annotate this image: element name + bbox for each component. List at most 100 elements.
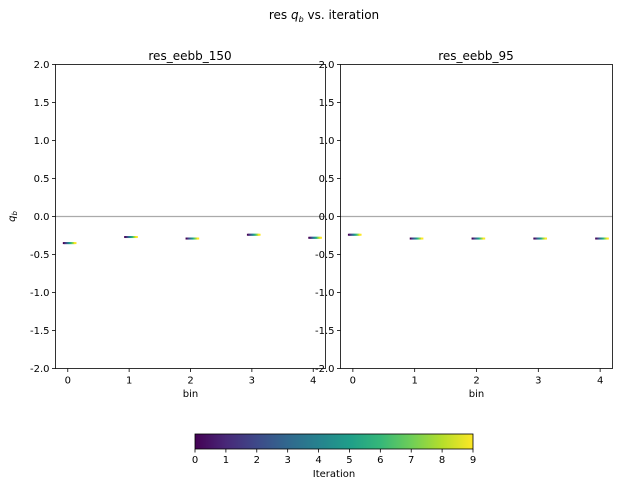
data-point bbox=[414, 237, 418, 240]
plot-title: res_eebb_95 bbox=[438, 49, 514, 63]
colorbar-tick-label: 3 bbox=[284, 455, 290, 466]
x-axis-label: bin bbox=[469, 389, 484, 400]
data-point bbox=[600, 237, 603, 240]
data-point bbox=[351, 233, 355, 236]
y-tick-label: 1.0 bbox=[319, 136, 335, 147]
data-point bbox=[308, 236, 311, 239]
data-point bbox=[472, 237, 476, 240]
data-point bbox=[71, 242, 74, 245]
colorbar-tick-label: 1 bbox=[223, 455, 229, 466]
data-point bbox=[251, 233, 255, 236]
data-point bbox=[597, 237, 601, 240]
x-tick-label: 0 bbox=[65, 376, 71, 387]
x-tick-label: 4 bbox=[310, 376, 316, 387]
data-point bbox=[190, 237, 193, 240]
data-point bbox=[191, 237, 195, 240]
data-point bbox=[538, 237, 541, 240]
y-tick-label: -1.0 bbox=[30, 288, 50, 299]
y-tick-label: -1.5 bbox=[30, 326, 50, 337]
data-point bbox=[418, 237, 421, 240]
data-point bbox=[543, 237, 546, 240]
data-point bbox=[193, 237, 196, 240]
data-point bbox=[135, 236, 138, 239]
data-point bbox=[62, 242, 66, 245]
colorbar-tick-label: 9 bbox=[470, 455, 476, 466]
colorbar-tick-label: 2 bbox=[254, 455, 260, 466]
y-axis-ticks: 2.0 1.5 1.0 0.5 0.0 -0.5 -1.0 -1.5 -2.0 bbox=[315, 60, 341, 375]
data-point bbox=[189, 237, 192, 240]
data-point bbox=[481, 237, 484, 240]
data-point bbox=[64, 242, 67, 245]
data-point bbox=[476, 237, 479, 240]
data-point bbox=[602, 237, 606, 240]
data-point bbox=[603, 237, 607, 240]
data-point bbox=[255, 233, 259, 236]
y-axis-ticks: 2.0 1.5 1.0 0.5 0.0 -0.5 -1.0 -1.5 -2.0 bbox=[30, 60, 56, 375]
data-point bbox=[412, 237, 415, 240]
data-point bbox=[534, 237, 538, 240]
colorbar-label: Iteration bbox=[313, 469, 355, 480]
data-point bbox=[352, 233, 356, 236]
data-point bbox=[194, 237, 197, 240]
data-point bbox=[410, 237, 414, 240]
colorbar-tick-label: 4 bbox=[315, 455, 321, 466]
y-tick-label: -0.5 bbox=[30, 250, 50, 261]
y-tick-label: 1.5 bbox=[34, 98, 50, 109]
data-point bbox=[598, 237, 602, 240]
data-point bbox=[359, 233, 362, 236]
data-point bbox=[409, 237, 413, 240]
colorbar-gradient bbox=[194, 433, 474, 450]
y-tick-label: 0.5 bbox=[34, 174, 50, 185]
data-point bbox=[417, 237, 420, 240]
data-point bbox=[310, 236, 314, 239]
data-point bbox=[130, 236, 133, 239]
data-point bbox=[124, 236, 127, 239]
y-tick-label: 0.5 bbox=[319, 174, 335, 185]
data-point bbox=[347, 233, 351, 236]
data-point bbox=[601, 237, 604, 240]
data-point bbox=[356, 233, 360, 236]
data-point bbox=[253, 233, 256, 236]
y-tick-label: 0.0 bbox=[319, 212, 335, 223]
data-point bbox=[250, 233, 254, 236]
data-point bbox=[535, 237, 539, 240]
colorbar-tick-label: 5 bbox=[346, 455, 352, 466]
data-point bbox=[350, 233, 353, 236]
data-point bbox=[65, 242, 68, 245]
data-point bbox=[319, 236, 322, 239]
x-tick-label: 0 bbox=[350, 376, 356, 387]
plot-title: res_eebb_150 bbox=[148, 49, 231, 63]
y-tick-label: 2.0 bbox=[319, 60, 335, 71]
data-point bbox=[419, 237, 423, 240]
data-point bbox=[317, 236, 320, 239]
colorbar-tick-label: 8 bbox=[439, 455, 445, 466]
data-point bbox=[474, 237, 477, 240]
data-point bbox=[420, 237, 424, 240]
data-point bbox=[596, 237, 599, 240]
data-point bbox=[357, 233, 361, 236]
data-point bbox=[69, 242, 72, 245]
data-point bbox=[480, 237, 483, 240]
data-point bbox=[595, 237, 598, 240]
data-point bbox=[354, 233, 357, 236]
data-point bbox=[413, 237, 416, 240]
data-point bbox=[539, 237, 543, 240]
x-tick-label: 1 bbox=[126, 376, 132, 387]
data-point bbox=[66, 242, 69, 245]
data-point bbox=[355, 233, 358, 236]
data-point bbox=[248, 233, 251, 236]
y-tick-label: -2.0 bbox=[30, 364, 50, 375]
x-tick-label: 3 bbox=[249, 376, 255, 387]
y-tick-label: -1.5 bbox=[315, 326, 335, 337]
data-point bbox=[70, 242, 73, 245]
data-point bbox=[309, 236, 312, 239]
colorbar: 0 1 2 3 4 5 6 7 8 9 Iteration bbox=[192, 433, 476, 480]
colorbar-tick-label: 7 bbox=[408, 455, 414, 466]
data-point bbox=[185, 237, 188, 240]
x-axis-label: bin bbox=[183, 389, 198, 400]
x-tick-label: 3 bbox=[535, 376, 541, 387]
data-point bbox=[312, 236, 315, 239]
data-point bbox=[605, 237, 608, 240]
data-point bbox=[314, 236, 317, 239]
